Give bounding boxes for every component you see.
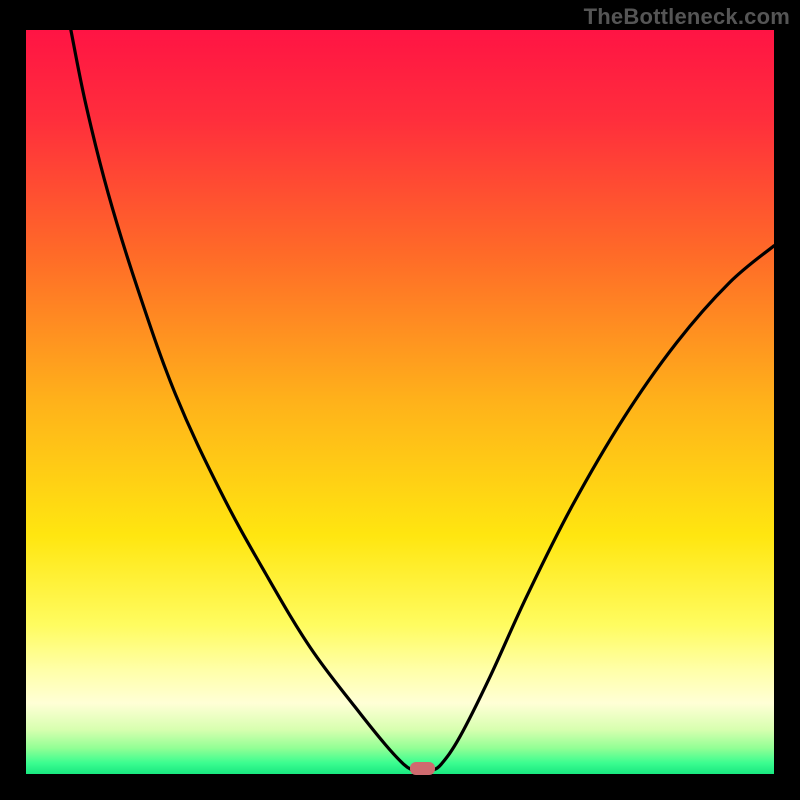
optimal-point-marker [410,762,435,775]
watermark-text: TheBottleneck.com [584,4,790,30]
chart-frame: TheBottleneck.com [0,0,800,800]
bottleneck-curve-chart [26,30,774,774]
plot-background-gradient [26,30,774,774]
